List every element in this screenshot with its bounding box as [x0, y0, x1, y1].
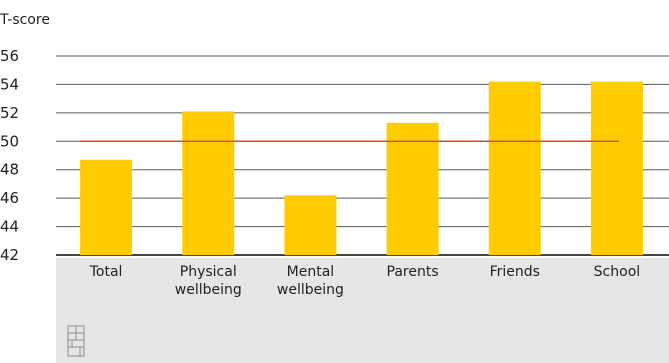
category-label: wellbeing [175, 282, 242, 298]
y-tick-label: 50 [0, 132, 19, 150]
bar [488, 81, 541, 255]
category-label: Friends [490, 264, 540, 280]
bar [284, 195, 337, 255]
category-label: School [594, 264, 640, 280]
y-tick-label: 42 [0, 246, 19, 264]
category-label: Total [89, 264, 123, 280]
y-tick-label: 48 [0, 161, 19, 179]
category-labels: Total Physical wellbeing Mental wellbeing Par… [89, 264, 640, 298]
y-tick-label: 52 [0, 104, 19, 122]
category-label: Physical [180, 264, 237, 280]
y-axis-title: T-score [0, 12, 50, 28]
bar [182, 111, 235, 255]
category-axis-band [56, 258, 669, 363]
bars [80, 81, 643, 255]
y-tick-label: 44 [0, 218, 19, 236]
category-label: Parents [387, 264, 439, 280]
y-tick-labels: 42 44 46 48 50 52 54 56 [0, 47, 19, 264]
category-label: wellbeing [277, 282, 344, 298]
bar [386, 122, 439, 255]
y-tick-label: 46 [0, 189, 19, 207]
bar [80, 159, 133, 255]
bar [590, 81, 643, 255]
grid-lines [56, 55, 669, 256]
category-label: Mental [287, 264, 335, 280]
y-tick-label: 54 [0, 75, 19, 93]
y-tick-label: 56 [0, 47, 19, 65]
cbs-logo-icon [67, 325, 85, 357]
